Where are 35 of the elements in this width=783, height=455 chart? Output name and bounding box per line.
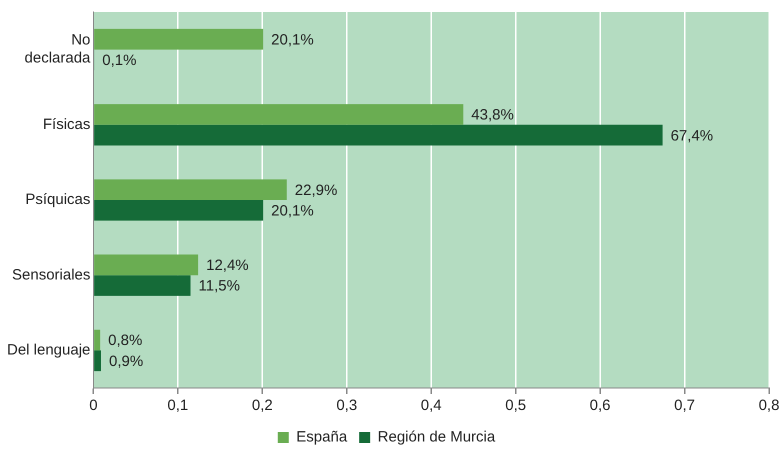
y-tick-label: Físicas [42,116,90,133]
x-tick-label: 0,4 [420,397,442,414]
x-tick-label: 0,1 [167,397,188,414]
bar [94,179,287,200]
data-label: 20,1% [271,31,314,48]
data-label: 0,1% [102,52,136,70]
data-label: 22,9% [294,182,338,199]
data-label: 67,4% [670,127,714,144]
legend-label: Región de Murcia [378,428,496,446]
x-tick-label: 0 [89,397,98,414]
data-label: 20,1% [271,202,314,220]
bar [94,124,663,146]
bar [94,200,264,221]
x-tick-label: 0,3 [336,397,358,414]
bar [94,350,101,372]
bar [94,275,191,296]
y-tick-label: Del lenguaje [6,342,90,359]
bar [94,28,264,50]
bar [94,104,464,125]
x-tick-label: 0,2 [252,397,273,414]
data-label: 43,8% [471,106,514,124]
legend-label: España [296,428,348,446]
y-tick-label: No declarada [24,32,92,67]
x-tick-label: 0,5 [505,397,526,414]
y-tick-label: Sensoriales [12,266,90,284]
data-label: 11,5% [198,278,240,295]
y-tick-label: Psíquicas [25,191,90,208]
x-tick-label: 0,6 [590,397,611,414]
x-tick-label: 0,7 [674,397,695,414]
data-label: 0,8% [108,332,142,350]
bar [94,254,198,276]
data-label: 12,4% [206,257,249,274]
bar [94,330,100,350]
data-label: 0,9% [108,352,144,370]
x-tick-label: 0,8 [758,397,780,414]
